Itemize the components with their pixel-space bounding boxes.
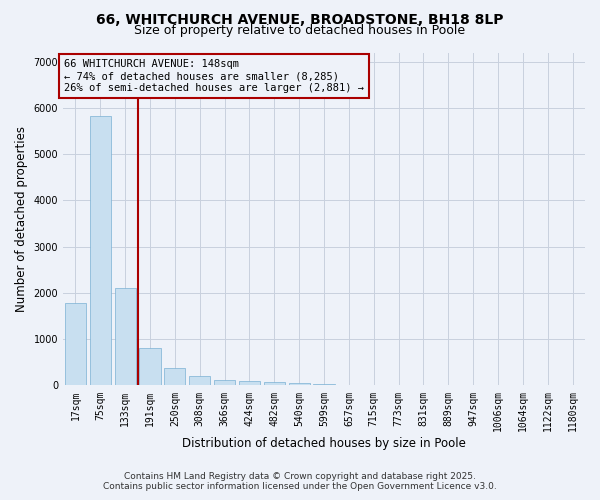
Bar — [115, 288, 136, 386]
X-axis label: Distribution of detached houses by size in Poole: Distribution of detached houses by size … — [182, 437, 466, 450]
Bar — [239, 382, 260, 386]
Y-axis label: Number of detached properties: Number of detached properties — [15, 126, 28, 312]
Text: 66, WHITCHURCH AVENUE, BROADSTONE, BH18 8LP: 66, WHITCHURCH AVENUE, BROADSTONE, BH18 … — [96, 12, 504, 26]
Text: Contains HM Land Registry data © Crown copyright and database right 2025.
Contai: Contains HM Land Registry data © Crown c… — [103, 472, 497, 491]
Bar — [214, 380, 235, 386]
Bar — [139, 348, 161, 386]
Bar — [90, 116, 111, 386]
Text: Size of property relative to detached houses in Poole: Size of property relative to detached ho… — [134, 24, 466, 37]
Text: 66 WHITCHURCH AVENUE: 148sqm
← 74% of detached houses are smaller (8,285)
26% of: 66 WHITCHURCH AVENUE: 148sqm ← 74% of de… — [64, 60, 364, 92]
Bar — [289, 383, 310, 386]
Bar — [65, 303, 86, 386]
Bar — [189, 376, 211, 386]
Bar — [313, 384, 335, 386]
Bar — [164, 368, 185, 386]
Bar — [264, 382, 285, 386]
